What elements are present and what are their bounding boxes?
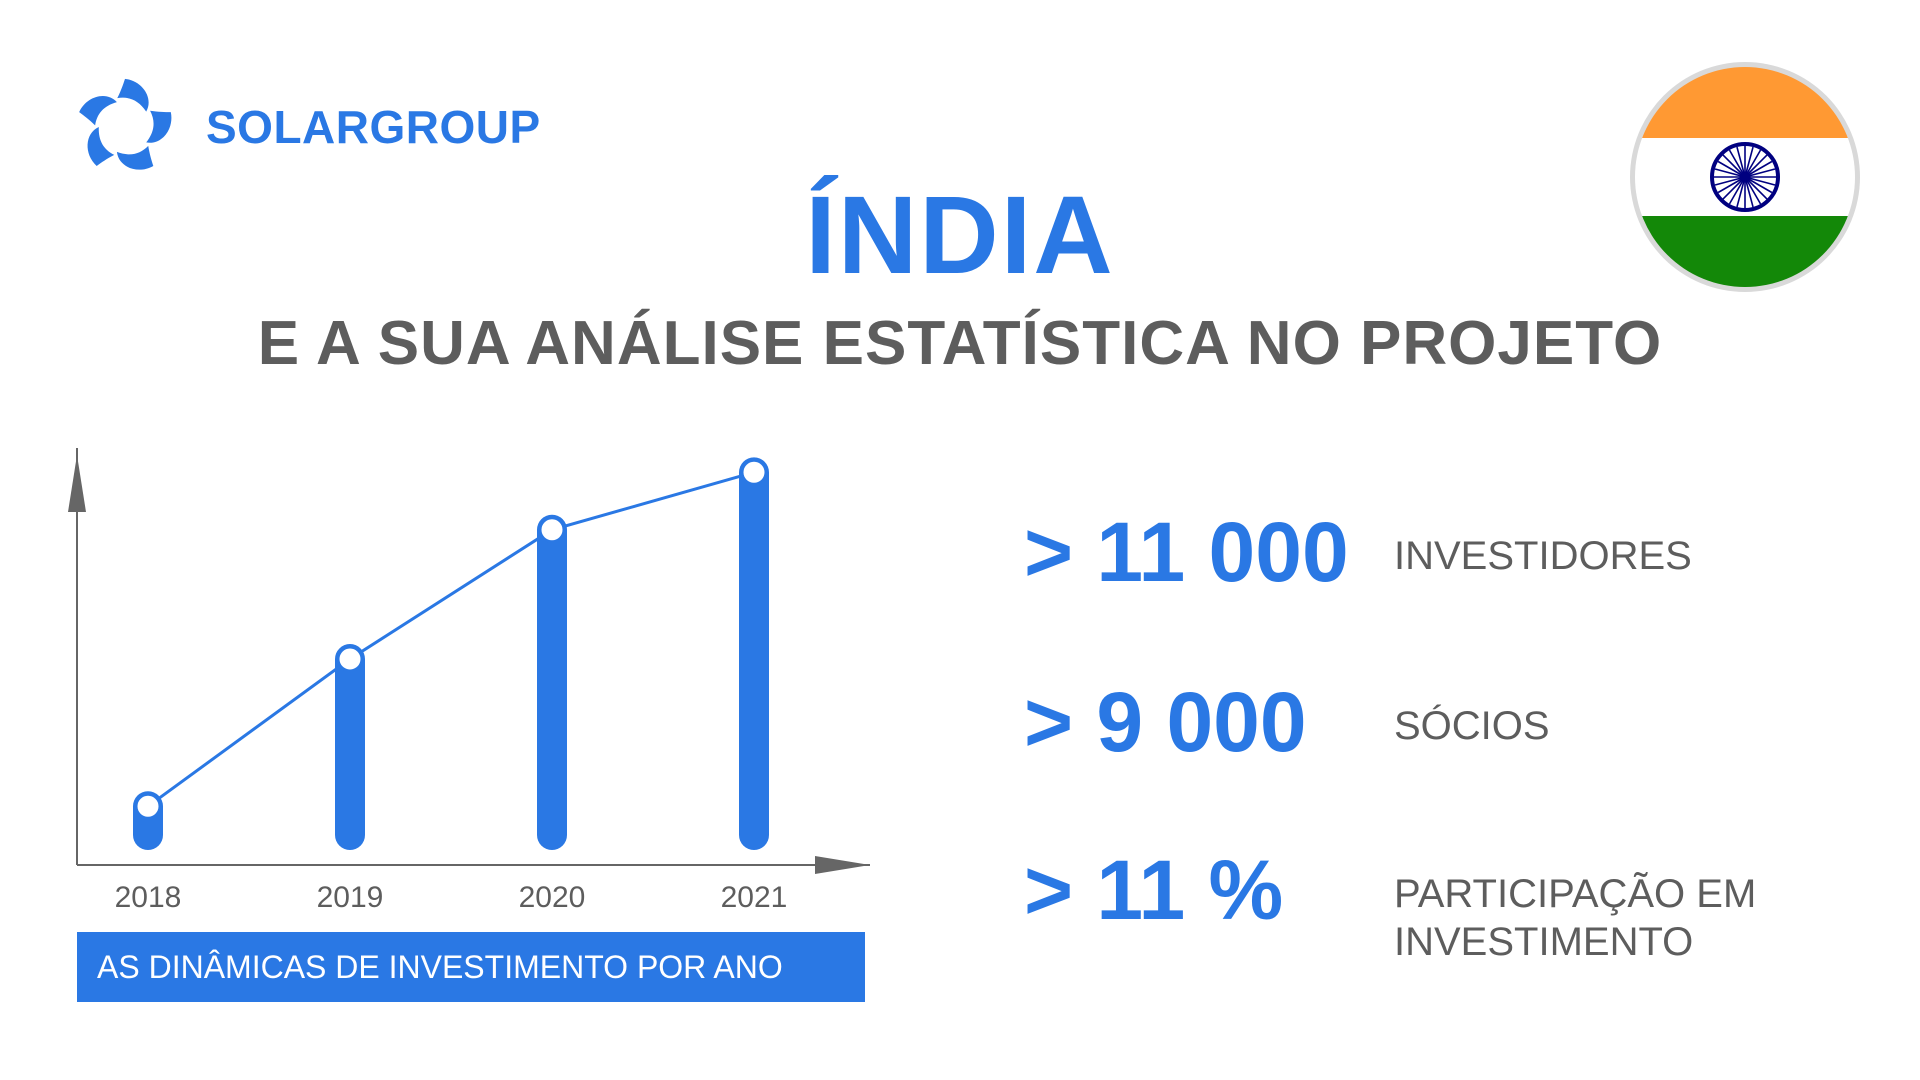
chart-caption: AS DINÂMICAS DE INVESTIMENTO POR ANO (77, 932, 865, 1002)
brand-logo: SOLARGROUP (66, 74, 541, 180)
stat-label: INVESTIDORES (1394, 534, 1692, 578)
stat-value: > 11 000 (1024, 505, 1349, 599)
point-2019 (336, 645, 364, 673)
investment-chart: 2018 2019 2020 2021 (68, 448, 870, 914)
stat-label: PARTICIPAÇÃO EM INVESTIMENTO (1394, 872, 1757, 964)
trend-line (147, 470, 755, 808)
x-tick-label: 2020 (519, 881, 586, 914)
page-title: ÍNDIA (805, 174, 1115, 297)
stat-partners: > 9 000 SÓCIOS (1024, 680, 1834, 764)
x-tick-label: 2021 (721, 881, 788, 914)
x-tick-label: 2018 (115, 881, 182, 914)
point-2018 (134, 792, 162, 820)
stat-participation: > 11 % PARTICIPAÇÃO EM INVESTIMENTO (1024, 848, 1834, 966)
page-subtitle: E A SUA ANÁLISE ESTATÍSTICA NO PROJETO (257, 309, 1663, 378)
solar-swirl-icon (79, 78, 172, 170)
stat-value: > 11 % (1024, 843, 1284, 937)
stat-label: SÓCIOS (1394, 704, 1550, 748)
y-axis-arrow (68, 455, 86, 512)
stat-value: > 9 000 (1024, 675, 1307, 769)
x-axis-arrow (815, 856, 870, 874)
brand-name: SOLARGROUP (206, 101, 541, 153)
india-flag-icon (1630, 62, 1860, 292)
point-2020 (538, 516, 566, 544)
stat-investors: > 11 000 INVESTIDORES (1024, 510, 1834, 594)
x-tick-label: 2019 (317, 881, 384, 914)
point-2021 (740, 458, 768, 486)
